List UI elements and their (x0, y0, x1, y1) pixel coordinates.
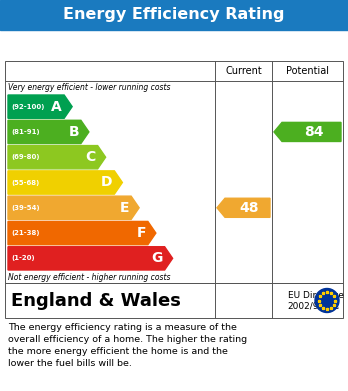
Text: A: A (52, 100, 62, 114)
Text: Energy Efficiency Rating: Energy Efficiency Rating (63, 7, 285, 23)
Circle shape (315, 289, 339, 312)
Text: (39-54): (39-54) (11, 205, 40, 211)
Polygon shape (8, 171, 122, 194)
Text: Current: Current (225, 66, 262, 76)
Polygon shape (217, 198, 270, 217)
Text: Potential: Potential (286, 66, 329, 76)
Bar (0, 0, 348, 30)
Polygon shape (8, 221, 156, 245)
Polygon shape (8, 120, 89, 143)
Text: Not energy efficient - higher running costs: Not energy efficient - higher running co… (8, 273, 171, 282)
Text: (1-20): (1-20) (11, 255, 34, 261)
Polygon shape (8, 145, 106, 169)
Text: EU Directive
2002/91/EC: EU Directive 2002/91/EC (287, 291, 343, 310)
Text: The energy efficiency rating is a measure of the
overall efficiency of a home. T: The energy efficiency rating is a measur… (8, 323, 247, 368)
Text: (21-38): (21-38) (11, 230, 40, 236)
Text: England & Wales: England & Wales (11, 292, 181, 310)
Text: (69-80): (69-80) (11, 154, 40, 160)
Text: (55-68): (55-68) (11, 179, 39, 185)
Polygon shape (8, 95, 72, 118)
Text: C: C (85, 150, 96, 164)
Text: Very energy efficient - lower running costs: Very energy efficient - lower running co… (8, 83, 171, 92)
Polygon shape (8, 196, 139, 219)
Text: E: E (120, 201, 129, 215)
Polygon shape (274, 122, 341, 142)
Polygon shape (8, 247, 173, 270)
Bar (5, 283, 343, 318)
Text: G: G (151, 251, 163, 265)
Text: 84: 84 (304, 125, 323, 139)
Bar (5, 61, 343, 283)
Text: D: D (101, 176, 112, 190)
Text: B: B (68, 125, 79, 139)
Text: (81-91): (81-91) (11, 129, 40, 135)
Text: (92-100): (92-100) (11, 104, 45, 109)
Text: 48: 48 (240, 201, 259, 215)
Text: F: F (136, 226, 146, 240)
